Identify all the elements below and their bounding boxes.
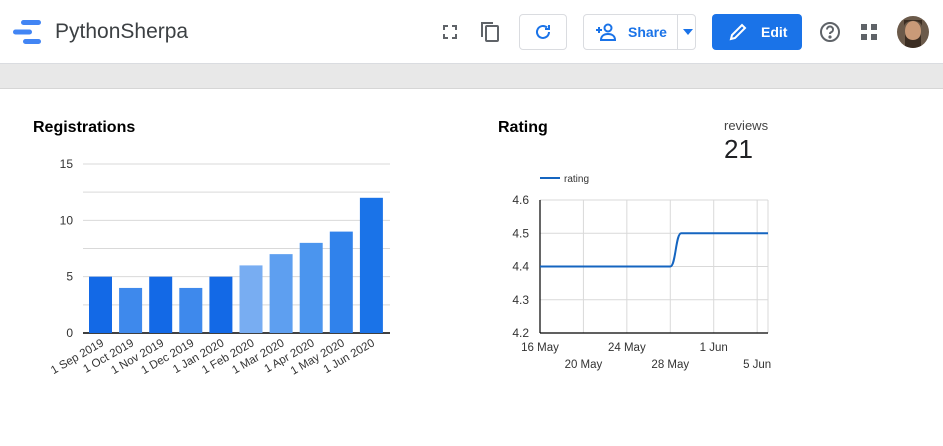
edit-button[interactable]: Edit <box>712 14 802 50</box>
reviews-label: reviews <box>724 118 769 133</box>
bar <box>239 265 263 333</box>
y-tick-label: 15 <box>60 157 74 171</box>
registrations-title: Registrations <box>33 119 136 136</box>
y-tick-label: 4.5 <box>512 226 529 240</box>
y-tick-label: 4.6 <box>512 193 529 207</box>
series-line-rating <box>540 232 768 268</box>
x-tick-label: 1 Jun <box>700 342 728 354</box>
reviews-value: 21 <box>724 134 753 164</box>
avatar[interactable] <box>897 16 929 48</box>
top-bar: PythonSherpa Share <box>0 0 943 64</box>
bar <box>359 197 383 333</box>
bar <box>329 231 353 333</box>
y-tick-label: 4.2 <box>512 326 529 340</box>
bar <box>179 287 203 333</box>
x-tick-label: 20 May <box>565 359 603 371</box>
edit-label: Edit <box>761 24 788 40</box>
rating-title: Rating <box>498 119 548 136</box>
rating-line-chart[interactable]: rating 4.2 4.3 4.4 4.5 4.6 16 May 24 May 1 Jun 20… <box>480 165 790 380</box>
y-tick-label: 5 <box>66 270 73 284</box>
pencil-icon <box>729 23 747 41</box>
add-person-icon <box>596 23 617 41</box>
share-button[interactable]: Share <box>584 15 677 49</box>
bar <box>209 276 233 333</box>
share-dropdown-button[interactable] <box>677 15 697 49</box>
report-header-strip <box>0 64 943 89</box>
caret-down-icon <box>682 29 693 35</box>
apps-grid-icon[interactable] <box>858 21 880 43</box>
app-title: PythonSherpa <box>55 20 189 43</box>
refresh-icon <box>536 24 550 39</box>
y-tick-label: 4.3 <box>512 293 529 307</box>
y-tick-label: 4.4 <box>512 260 529 274</box>
x-tick-label: 24 May <box>608 342 646 354</box>
x-tick-label: 16 May <box>521 342 559 354</box>
share-label: Share <box>628 24 667 40</box>
copy-icon[interactable] <box>478 20 502 44</box>
bar <box>119 287 143 333</box>
refresh-button[interactable] <box>519 14 567 50</box>
legend-label: rating <box>564 174 589 185</box>
x-tick-label: 5 Jun <box>743 359 771 371</box>
share-button-group: Share <box>583 14 696 50</box>
x-tick-label: 28 May <box>651 359 689 371</box>
bar <box>299 242 323 333</box>
help-icon[interactable] <box>818 20 842 44</box>
fullscreen-icon[interactable] <box>441 22 459 42</box>
data-studio-logo-icon <box>13 20 41 44</box>
y-tick-label: 0 <box>66 326 73 340</box>
bar <box>89 276 112 333</box>
y-tick-label: 10 <box>60 213 74 227</box>
bar <box>269 254 293 333</box>
bar <box>149 276 173 333</box>
